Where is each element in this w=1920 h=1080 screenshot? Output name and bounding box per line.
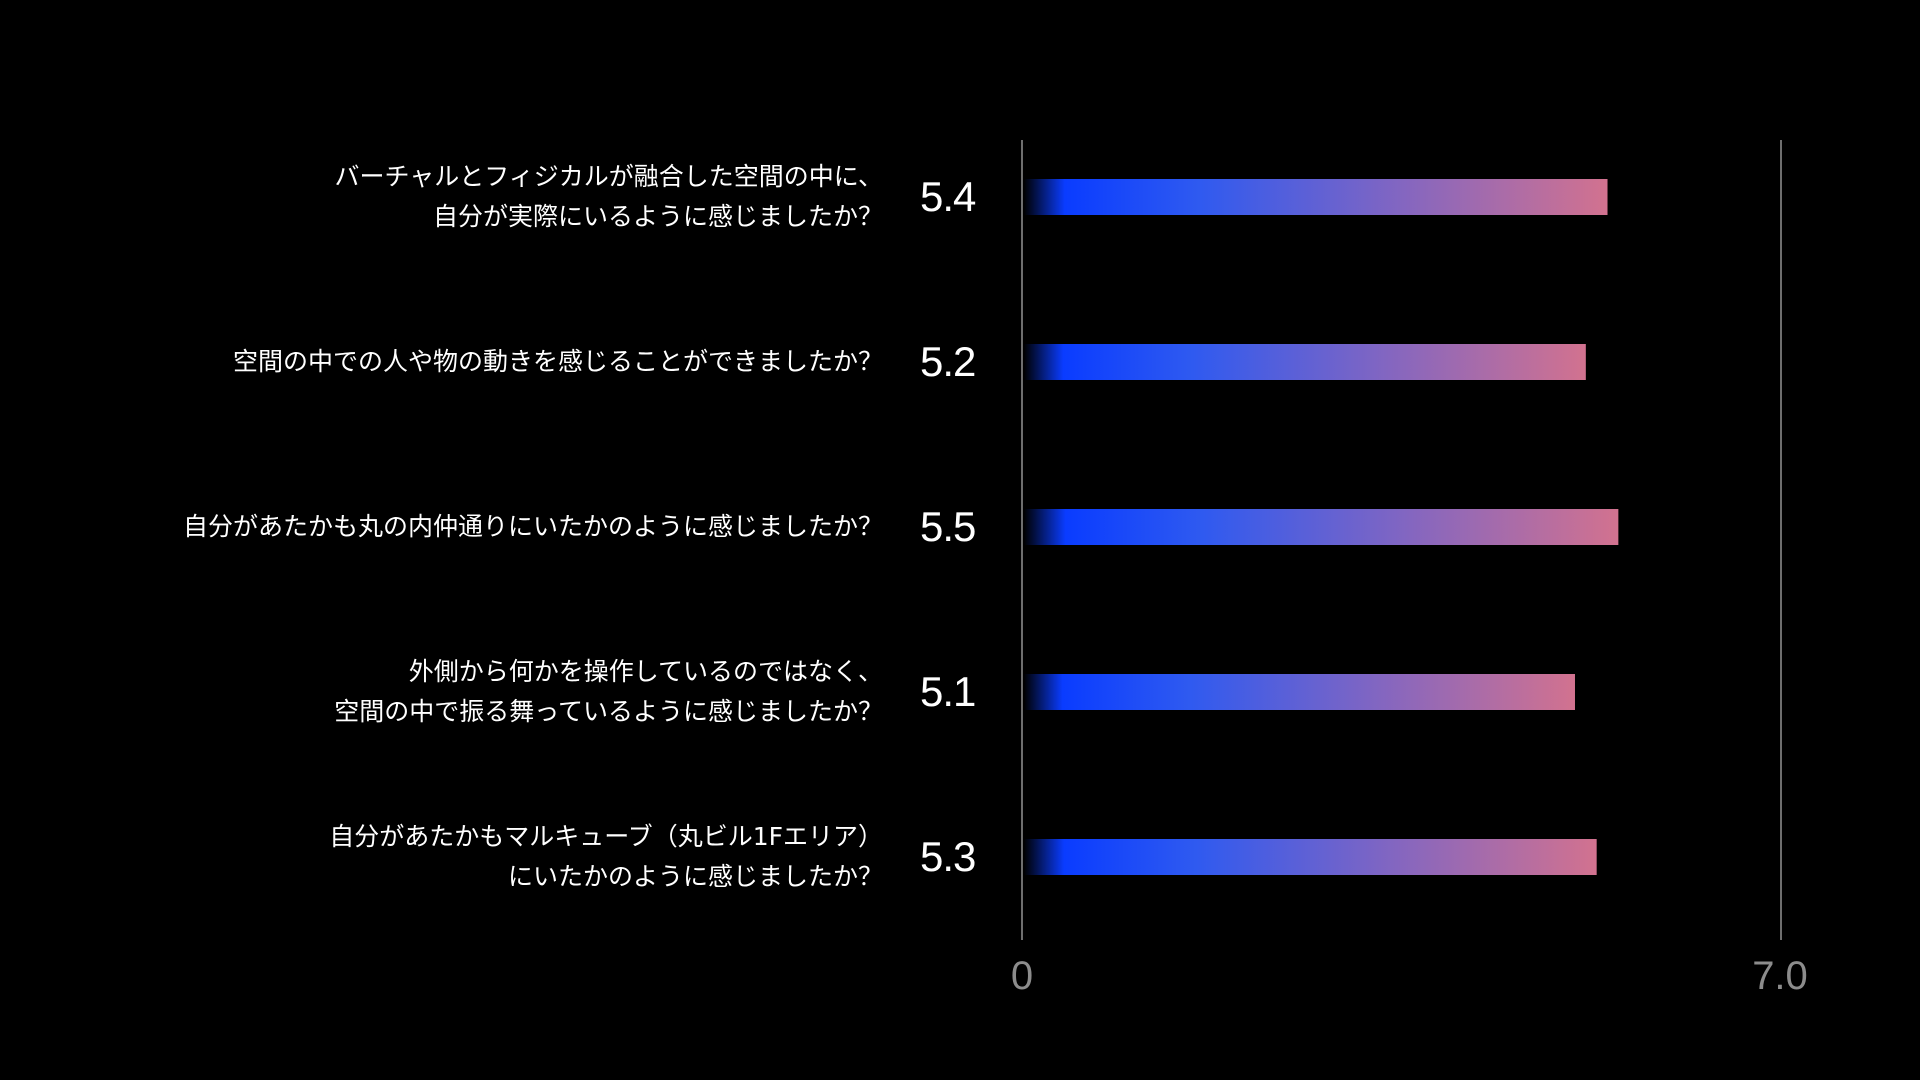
bar-3 bbox=[1024, 509, 1619, 545]
bar-5 bbox=[1024, 839, 1597, 875]
question-label-4: 外側から何かを操作しているのではなく、 空間の中で振る舞っているように感じました… bbox=[334, 657, 883, 726]
value-label-2: 5.2 bbox=[920, 338, 976, 385]
question-label-2: 空間の中での人や物の動きを感じることができましたか？ bbox=[232, 347, 883, 376]
value-label-1: 5.4 bbox=[920, 173, 976, 220]
value-label-4: 5.1 bbox=[920, 668, 976, 715]
x-tick-label-min: 0 bbox=[1010, 954, 1034, 998]
bar-4 bbox=[1024, 674, 1575, 710]
bar-group bbox=[1024, 179, 1619, 875]
bar-2 bbox=[1024, 344, 1586, 380]
question-label-5: 自分があたかもマルキューブ（丸ビル1Fエリア） にいたかのように感じましたか？ bbox=[329, 822, 883, 891]
question-label-3: 自分があたかも丸の内仲通りにいたかのように感じましたか？ bbox=[182, 512, 883, 541]
value-label-3: 5.5 bbox=[920, 503, 976, 550]
value-label-5: 5.3 bbox=[920, 833, 976, 880]
x-tick-label-max: 7.0 bbox=[1752, 954, 1808, 998]
bar-1 bbox=[1024, 179, 1608, 215]
question-label-1: バーチャルとフィジカルが融合した空間の中に、 自分が実際にいるように感じましたか… bbox=[334, 162, 883, 231]
